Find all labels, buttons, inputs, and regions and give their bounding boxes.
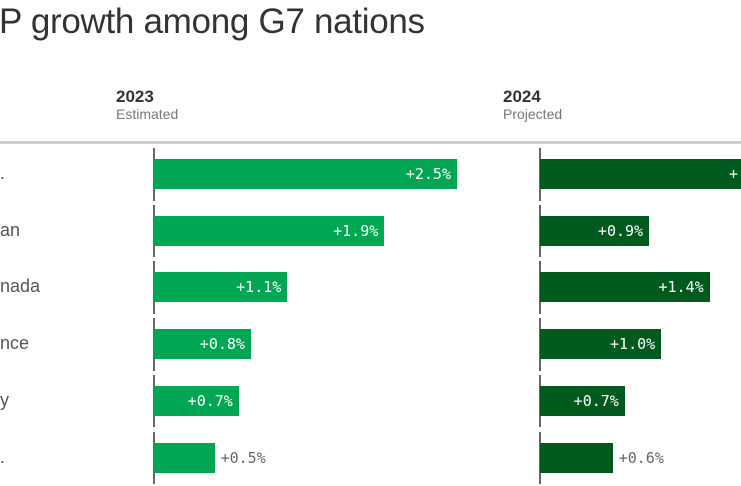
value-label: +0.6%	[618, 448, 664, 467]
country-label: y	[0, 389, 9, 410]
bar-2024	[540, 442, 613, 473]
bar-2023	[154, 385, 239, 416]
value-label: +0.8%	[199, 335, 245, 354]
value-label: +0.9%	[597, 221, 644, 240]
value-label: +1.4%	[658, 278, 704, 297]
bar-2024	[540, 272, 710, 303]
column-header-2023: 2023 Estimated	[116, 87, 179, 123]
value-label: +0.7%	[573, 391, 619, 410]
value-label: +0.5%	[220, 448, 266, 467]
value-label: +2.5%	[405, 165, 451, 183]
country-label: .	[0, 163, 6, 183]
bar-2023	[154, 159, 457, 189]
column-subtitle: Estimated	[116, 106, 179, 122]
bar-2024	[540, 385, 625, 416]
country-label: nce	[0, 333, 30, 354]
value-label: +1.1%	[236, 278, 282, 297]
value-label: +0.7%	[187, 391, 233, 410]
bar-2024	[540, 159, 741, 189]
value-label: +1.9%	[333, 221, 379, 240]
value-label: +	[729, 165, 739, 183]
country-label: nada	[0, 276, 41, 297]
bar-2023	[154, 442, 215, 473]
bar-2024	[540, 215, 650, 246]
country-label: .	[0, 446, 6, 467]
value-label: +1.0%	[610, 335, 656, 354]
country-label: an	[0, 219, 21, 240]
column-header-2024: 2024 Projected	[503, 87, 563, 123]
bar-2024	[540, 329, 662, 360]
chart-title: P growth among G7 nations	[0, 2, 425, 41]
column-subtitle: Projected	[503, 106, 563, 122]
column-year: 2024	[503, 87, 541, 106]
bar-2023	[154, 272, 288, 303]
header-divider	[0, 141, 741, 144]
column-year: 2023	[116, 87, 154, 106]
bar-2023	[154, 329, 251, 360]
bar-2023	[154, 215, 385, 246]
